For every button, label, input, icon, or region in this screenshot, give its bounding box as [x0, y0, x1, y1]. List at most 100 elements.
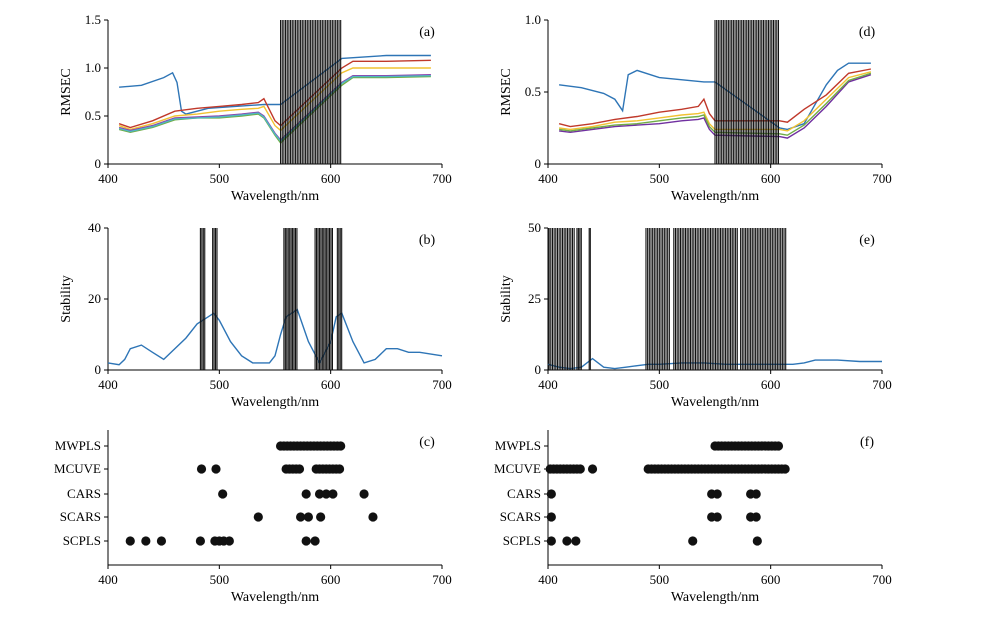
series-line — [107, 308, 443, 366]
panel-label: (e) — [859, 233, 875, 248]
wavelength-point — [562, 536, 572, 546]
x-tick-label: 700 — [872, 377, 892, 392]
wavelength-point — [752, 536, 762, 546]
selected-interval-bars — [212, 228, 218, 370]
series-line — [118, 75, 431, 144]
x-tick-label: 700 — [872, 171, 892, 186]
wavelength-point — [156, 536, 167, 546]
y-tick-label: 0 — [535, 362, 542, 377]
y-tick-label: 0 — [535, 156, 542, 171]
y-axis-label: RMSEC — [499, 68, 514, 115]
y-tick-label: 0.5 — [85, 108, 101, 123]
series-line — [559, 72, 872, 136]
panel-b: 400 500 600 700 Wavelength/nm (b) 0 20 40 Stabili… — [59, 220, 452, 410]
wavelength-point — [211, 464, 221, 474]
panel-d: 400 500 600 700 Wavelength/nm (d) 0 0.5 1.0 RMSEC — [499, 12, 892, 204]
method-row-mwpls — [710, 441, 784, 451]
x-tick-label: 400 — [538, 377, 558, 392]
panel-label: (a) — [419, 25, 435, 40]
panel-e: 400 500 600 700 Wavelength/nm (e) 0 25 50 Stabili… — [499, 220, 892, 410]
x-tick-label: 400 — [538, 171, 558, 186]
wavelength-point — [195, 536, 206, 546]
x-tick-label: 600 — [321, 572, 341, 587]
panel-a: 400 500 600 700 Wavelength/nm (a) 0 0.5 1.0 1.5 RM… — [59, 12, 452, 204]
x-tick-label: 400 — [98, 377, 118, 392]
method-row-mcuve — [196, 464, 345, 474]
wavelength-point — [301, 536, 311, 546]
x-tick-label: 500 — [650, 377, 670, 392]
series-line — [547, 357, 882, 370]
x-tick-label: 700 — [432, 171, 452, 186]
series-line — [118, 75, 431, 143]
y-tick-label: 0.5 — [525, 84, 541, 99]
wavelength-point — [310, 536, 320, 546]
y-tick-label: 50 — [528, 220, 541, 235]
x-tick-label: 500 — [210, 572, 230, 587]
series-line — [559, 71, 872, 132]
category-label: SCPLS — [503, 533, 541, 548]
method-row-cars — [546, 489, 761, 499]
x-tick-label: 600 — [761, 171, 781, 186]
category-label: SCARS — [500, 509, 541, 524]
selected-interval-bars — [576, 228, 582, 370]
wavelength-point — [314, 489, 325, 499]
wavelength-point — [328, 489, 338, 499]
selected-interval-bars — [280, 20, 342, 164]
wavelength-point — [368, 512, 378, 522]
x-tick-label: 500 — [650, 171, 670, 186]
selected-interval-bars — [283, 228, 298, 370]
y-tick-label: 40 — [88, 220, 101, 235]
wavelength-point — [294, 464, 305, 474]
wavelength-point — [321, 489, 331, 499]
panel-c: 400 500 600 700 Wavelength/nm (c) MWPLS MCUVE CA… — [54, 430, 452, 605]
wavelength-point — [316, 512, 326, 522]
wavelength-point — [359, 489, 369, 499]
x-tick-label: 500 — [650, 572, 670, 587]
series-line — [559, 74, 872, 139]
wavelength-point — [125, 536, 135, 546]
x-axis-label: Wavelength/nm — [671, 395, 759, 410]
x-tick-label: 700 — [432, 572, 452, 587]
selected-interval-bars — [740, 228, 787, 370]
x-tick-label: 400 — [98, 171, 118, 186]
y-axis-label: Stability — [59, 275, 74, 322]
wavelength-point — [773, 441, 784, 451]
wavelength-point — [218, 489, 228, 499]
wavelength-point — [224, 536, 234, 546]
selected-interval-bars — [645, 228, 670, 370]
x-axis-label: Wavelength/nm — [671, 189, 759, 204]
panel-label: (b) — [419, 233, 436, 248]
selected-interval-bars — [588, 228, 591, 370]
method-row-scars — [253, 512, 378, 522]
series-line — [119, 54, 431, 115]
y-axis-label: Stability — [499, 275, 514, 322]
y-tick-label: 20 — [88, 291, 101, 306]
x-tick-label: 700 — [872, 572, 892, 587]
wavelength-point — [141, 536, 151, 546]
category-label: SCARS — [60, 509, 101, 524]
y-axis-label: RMSEC — [59, 68, 74, 115]
selected-interval-bars — [199, 228, 206, 370]
wavelength-point — [571, 536, 581, 546]
y-tick-label: 0 — [95, 156, 102, 171]
x-tick-label: 500 — [210, 377, 230, 392]
wavelength-point — [196, 464, 207, 474]
series-line — [559, 62, 871, 131]
method-row-scpls — [125, 536, 320, 546]
wavelength-point — [301, 489, 311, 499]
y-tick-label: 25 — [528, 291, 541, 306]
wavelength-point — [296, 512, 306, 522]
x-tick-label: 400 — [538, 572, 558, 587]
y-tick-label: 1.0 — [525, 12, 541, 27]
panel-f: 400 500 600 700 Wavelength/nm (f) MWPLS MCUVE CA… — [494, 430, 892, 605]
y-tick-label: 0 — [95, 362, 102, 377]
wavelength-point — [303, 512, 313, 522]
x-tick-label: 500 — [210, 171, 230, 186]
wavelength-point — [751, 489, 761, 499]
x-tick-label: 600 — [761, 572, 781, 587]
method-row-scpls — [546, 536, 762, 546]
method-row-mcuve — [545, 464, 790, 474]
series-line — [118, 67, 431, 132]
x-tick-label: 700 — [432, 377, 452, 392]
